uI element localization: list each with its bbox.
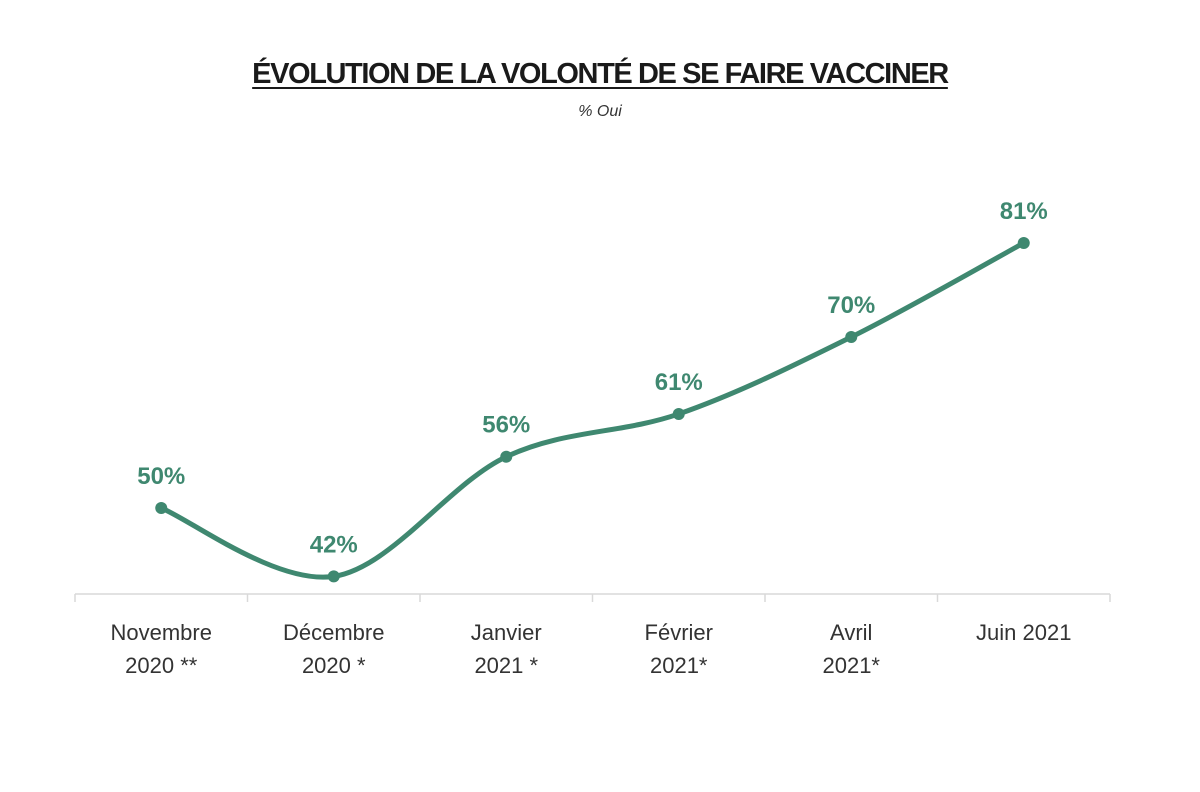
data-label-1: 50%: [137, 463, 185, 490]
x-tick-label-1: Novembre 2020 **: [111, 620, 212, 678]
x-tick-label-3: Janvier 2021 *: [471, 620, 542, 678]
chart-subtitle: % Oui: [578, 103, 622, 120]
data-point-3: [500, 450, 513, 463]
data-point-2: [327, 570, 340, 583]
series-line-layer: [158, 240, 1027, 580]
chart-title-text: ÉVOLUTION DE LA VOLONTÉ DE SE FAIRE VACC…: [252, 58, 949, 90]
data-point-6: [1017, 236, 1030, 249]
data-points: [155, 236, 1030, 583]
chart-title: ÉVOLUTION DE LA VOLONTÉ DE SE FAIRE VACC…: [0, 58, 1200, 91]
x-tick-label-line: Juin 2021: [976, 620, 1071, 645]
x-tick-label-line: Avril: [830, 620, 872, 645]
data-label-2: 42%: [310, 531, 358, 558]
x-tick-label-line: 2021 *: [474, 653, 538, 678]
data-label-6: 81%: [1000, 198, 1048, 225]
data-point-1: [155, 502, 168, 514]
data-label-5: 70%: [827, 292, 875, 319]
x-tick-label-line: Février: [645, 620, 713, 645]
x-tick-label-2: Décembre 2020 *: [283, 620, 384, 678]
x-tick-label-line: 2020 *: [302, 653, 366, 678]
data-label-4: 61%: [655, 369, 703, 396]
x-tick-label-4: Février 2021*: [645, 620, 713, 678]
x-tick-label-line: Décembre: [283, 620, 384, 645]
x-tick-label-line: Janvier: [471, 620, 542, 645]
data-labels: 50% 42% 56% 61% 70% 81%: [137, 198, 1048, 558]
series-line: [158, 240, 1027, 580]
data-point-4: [672, 407, 685, 420]
x-tick-label-5: Avril 2021*: [822, 620, 880, 678]
x-tick-label-line: Novembre: [111, 620, 212, 645]
data-label-3: 56%: [482, 412, 530, 439]
x-tick-label-line: 2021*: [650, 653, 708, 678]
x-tick-label-6: Juin 2021: [976, 620, 1071, 645]
x-tick-label-line: 2020 **: [125, 653, 198, 678]
x-tick-label-line: 2021*: [822, 653, 880, 678]
data-point-5: [845, 331, 858, 343]
x-axis: [74, 593, 1111, 602]
x-tick-labels: Novembre 2020 ** Décembre 2020 * Janvier 2021…: [111, 620, 1072, 678]
